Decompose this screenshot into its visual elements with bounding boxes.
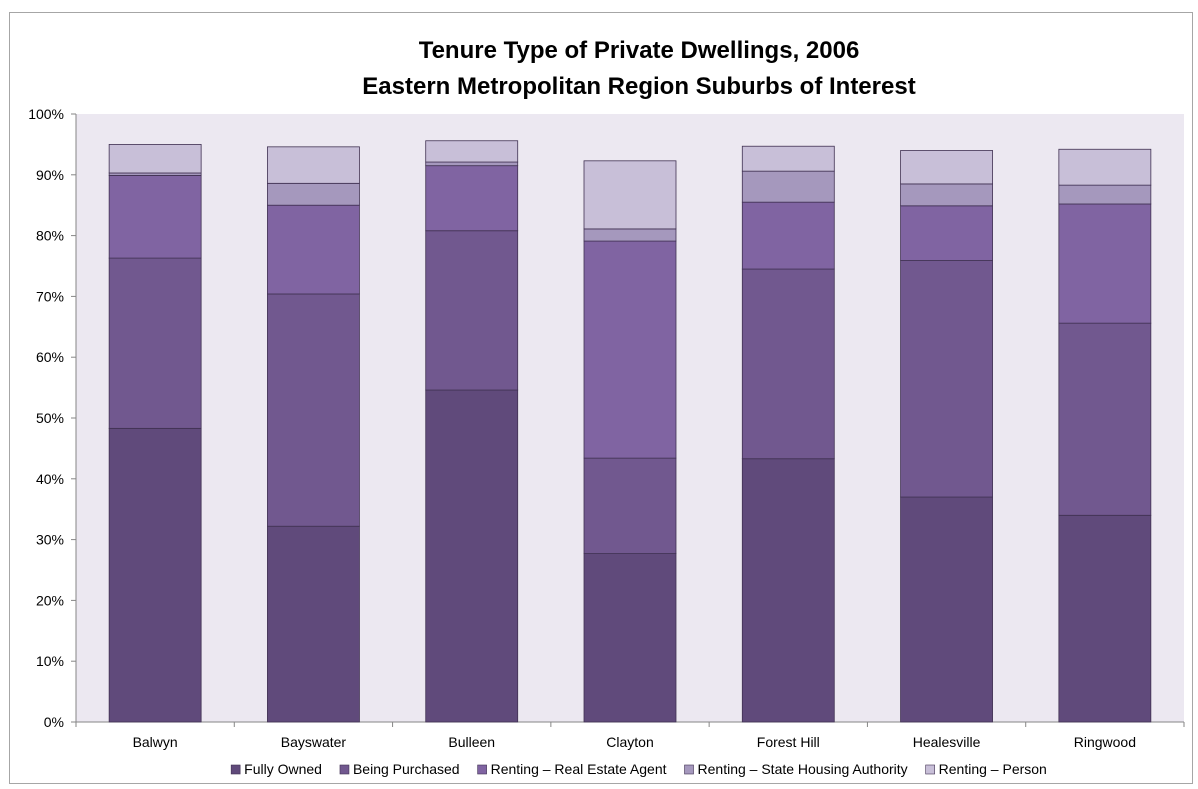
chart-title: Tenure Type of Private Dwellings, 2006 (419, 37, 860, 64)
legend-swatch (925, 764, 935, 775)
x-axis: Balwyn Bayswater Bulleen Clayton Forest Hill… (75, 721, 1185, 750)
bar-segment (108, 143, 202, 174)
bar-segment (267, 204, 360, 295)
bar-segment (1058, 184, 1152, 205)
bar-segment (108, 427, 202, 723)
x-tick-label: Ringwood (1074, 734, 1136, 750)
chart-subtitle: Eastern Metropolitan Region Suburbs of I… (362, 73, 915, 100)
legend-label: Being Purchased (353, 761, 460, 777)
bar-segment (741, 458, 835, 723)
legend-swatch (477, 764, 487, 775)
legend-swatch (230, 764, 241, 775)
bar-segment (741, 201, 835, 270)
y-axis: 0% 10% 20% 30% 40% 50% 60% 70% 80% 90% 100% (28, 106, 77, 730)
legend-label: Renting – State Housing Authority (698, 761, 908, 777)
x-tick-label: Clayton (606, 734, 653, 750)
bar-segment (583, 240, 677, 459)
x-tick-label: Forest Hill (757, 734, 820, 750)
bar-segment (425, 161, 519, 167)
y-tick-label: 10% (36, 653, 64, 669)
bars (108, 140, 1152, 723)
bar-segment (267, 182, 360, 206)
y-tick-label: 20% (36, 592, 64, 608)
bar-segment (267, 293, 360, 527)
legend: Fully Owned Being Purchased Renting – Real… (230, 761, 1047, 777)
y-tick-label: 90% (36, 167, 64, 183)
bar-segment (108, 257, 202, 429)
bar-segment (267, 146, 360, 184)
bar-segment (741, 145, 835, 172)
y-tick-label: 30% (36, 532, 64, 548)
bar-segment (1058, 322, 1152, 516)
y-tick-label: 70% (36, 288, 64, 304)
y-tick-label: 0% (44, 714, 64, 730)
bar-segment (741, 170, 835, 203)
bar-segment (900, 205, 993, 261)
x-tick-label: Bayswater (281, 734, 347, 750)
bar-segment (583, 553, 677, 723)
bar-segment (900, 496, 993, 723)
legend-swatch (339, 764, 350, 775)
bar-segment (1058, 148, 1152, 186)
bar-segment (583, 457, 677, 554)
bar-segment (900, 260, 993, 498)
x-tick-label: Balwyn (133, 734, 178, 750)
bar-segment (741, 268, 835, 460)
bar-segment (425, 230, 519, 391)
y-tick-label: 80% (36, 228, 64, 244)
bar-segment (425, 165, 519, 232)
legend-label: Fully Owned (244, 761, 322, 777)
x-tick-label: Bulleen (448, 734, 495, 750)
y-tick-label: 50% (36, 410, 64, 426)
bar-segment (900, 150, 993, 185)
bar-segment (1058, 203, 1152, 324)
bar-segment (425, 140, 519, 163)
y-tick-label: 60% (36, 349, 64, 365)
y-tick-label: 100% (28, 106, 64, 122)
bar-segment (425, 389, 519, 723)
legend-swatch (684, 764, 694, 775)
bar-segment (583, 160, 677, 230)
x-tick-label: Healesville (913, 734, 981, 750)
bar-segment (108, 175, 202, 259)
bar-segment (1058, 514, 1152, 723)
y-tick-label: 40% (36, 471, 64, 487)
bar-segment (583, 228, 677, 242)
legend-label: Renting – Person (939, 761, 1047, 777)
legend-label: Renting – Real Estate Agent (491, 761, 667, 777)
bar-segment (900, 183, 993, 207)
bar-segment (267, 525, 360, 723)
